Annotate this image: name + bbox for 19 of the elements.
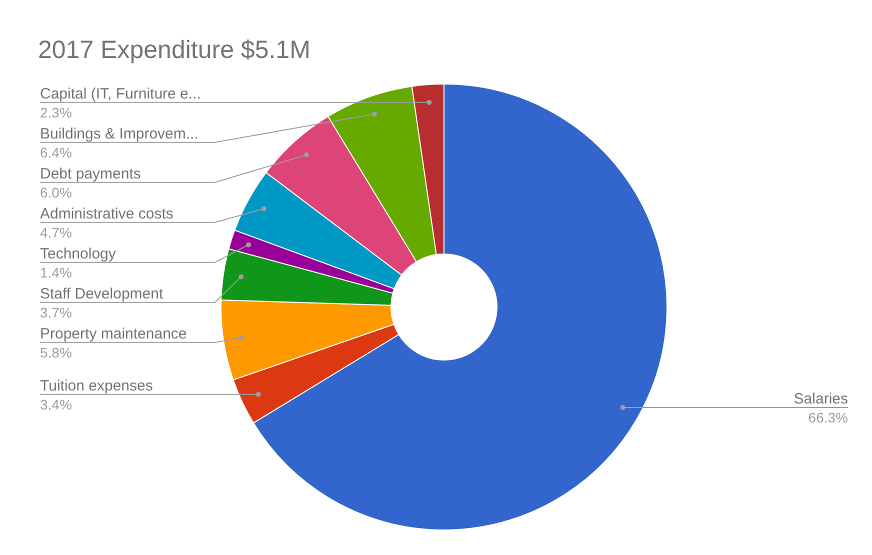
data-label: 5.8%	[40, 344, 72, 360]
slice-label: Debt payments	[40, 165, 141, 182]
slice-label: Salaries	[794, 390, 848, 408]
slice-label: Tuition expenses	[40, 377, 153, 394]
slice-label: Technology	[40, 245, 116, 262]
slice-label: Buildings & Improvem...	[40, 125, 198, 142]
chart-title: 2017 Expenditure $5.1M	[38, 36, 310, 64]
data-label: 1.4%	[40, 264, 72, 280]
data-label: 4.7%	[40, 224, 72, 240]
data-label: 2.3%	[40, 104, 72, 120]
data-label: 6.0%	[40, 184, 72, 200]
data-label: 3.7%	[40, 304, 72, 320]
slice-label: Capital (IT, Furniture e...	[40, 85, 201, 102]
data-label: 66.3%	[808, 410, 848, 426]
slice-label: Staff Development	[40, 285, 164, 302]
data-label: 6.4%	[40, 144, 72, 160]
data-label: 3.4%	[40, 396, 72, 412]
slice-label: Property maintenance	[40, 325, 187, 342]
slice-label: Administrative costs	[40, 205, 174, 222]
